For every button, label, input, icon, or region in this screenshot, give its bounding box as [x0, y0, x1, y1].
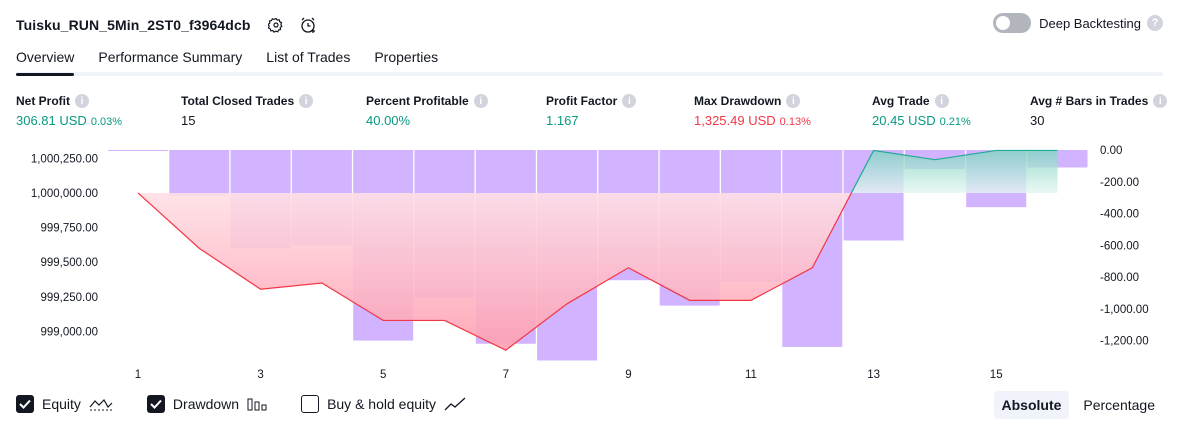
metric-label: Percent Profitable: [366, 94, 469, 108]
value-mode-switch: Absolute Percentage: [988, 391, 1164, 419]
equity-fill: [138, 150, 1058, 351]
deep-backtesting-toggle[interactable]: [993, 13, 1032, 33]
buy-hold-checkbox[interactable]: [301, 395, 320, 413]
help-icon[interactable]: ?: [1147, 15, 1163, 31]
deep-backtesting-label: Deep Backtesting: [1039, 15, 1141, 31]
equity-line: [137, 149, 1058, 351]
metric-label: Profit Factor: [546, 94, 618, 108]
absolute-button[interactable]: Absolute: [993, 391, 1070, 419]
metric-value: 1,325.49 USD: [694, 113, 776, 128]
buy-hold-label: Buy & hold equity: [327, 396, 437, 412]
info-icon[interactable]: i: [622, 94, 637, 108]
metric-value: 1.167: [546, 113, 579, 128]
buy-hold-toggle[interactable]: Buy & hold equity: [301, 395, 466, 413]
equity-chart[interactable]: 1,000,250.00 1,000,000.00 999,750.00 999,50…: [0, 140, 1179, 385]
y-left-tick-label: 1,000,000.00: [31, 188, 98, 200]
y-right-tick-label: -1,200.00: [1100, 336, 1149, 348]
x-tick-label: 9: [625, 369, 631, 381]
x-tick-label: 11: [745, 369, 757, 381]
x-tick-label: 13: [867, 369, 880, 381]
metric-percent: 0.21%: [939, 116, 971, 128]
buy-hold-line-icon: [444, 397, 466, 411]
y-right-tick-label: -400.00: [1100, 209, 1139, 221]
metric-label: Avg Trade: [872, 94, 930, 108]
metrics-row: Net Profit i 306.81 USD 0.03% Total Closed…: [16, 94, 1168, 134]
y-right-tick-label: -800.00: [1100, 272, 1139, 284]
equity-checkbox[interactable]: [16, 395, 34, 413]
metric-avg-trade: Avg Trade i 20.45 USD 0.21%: [872, 94, 971, 128]
y-left-tick-label: 999,000.00: [40, 327, 98, 339]
x-tick-label: 5: [380, 369, 386, 381]
y-right-tick-label: -600.00: [1100, 240, 1139, 252]
equity-line-icon: [89, 397, 113, 411]
equity-loss-fill: [138, 192, 852, 351]
y-left-tick-label: 1,000,250.00: [31, 153, 98, 165]
metric-label: Net Profit: [16, 94, 70, 108]
x-tick-label: 7: [503, 369, 509, 381]
equity-toggle[interactable]: Equity: [16, 395, 113, 413]
x-axis: 1 3 5 7 9 11 13 15: [135, 369, 1003, 381]
x-tick-label: 1: [135, 369, 141, 381]
deep-backtesting: Deep Backtesting ?: [993, 13, 1163, 33]
metric-percent: 0.13%: [779, 116, 811, 128]
equity-line-loss: [137, 192, 852, 351]
add-alert-icon[interactable]: [299, 16, 317, 34]
header: Tuisku_RUN_5Min_2ST0_f3964dcb: [16, 14, 317, 36]
metric-value: 40.00%: [366, 113, 411, 128]
y-axis-right: 0.00 -200.00 -400.00 -600.00 -800.00 -1,000.0…: [1100, 145, 1149, 348]
drawdown-toggle[interactable]: Drawdown: [146, 395, 267, 413]
drawdown-label: Drawdown: [172, 396, 240, 412]
y-left-tick-label: 999,500.00: [40, 257, 98, 269]
metric-percent-profitable: Percent Profitable i 40.00%: [366, 94, 488, 128]
tab-performance-summary[interactable]: Performance Summary: [98, 49, 243, 65]
info-icon[interactable]: i: [934, 94, 949, 108]
y-right-tick-label: -1,000.00: [1100, 304, 1149, 316]
equity-profit-fill: [851, 150, 1058, 193]
metric-value: 306.81 USD: [16, 113, 87, 128]
metric-total-closed-trades: Total Closed Trades i 15: [181, 94, 314, 128]
metric-value: 15: [181, 113, 196, 128]
metric-avg-bars-in-trades: Avg # Bars in Trades i 30: [1030, 94, 1168, 128]
x-tick-label: 15: [990, 369, 1003, 381]
tab-overview[interactable]: Overview: [16, 48, 75, 76]
percentage-button[interactable]: Percentage: [1083, 397, 1155, 413]
metric-max-drawdown: Max Drawdown i 1,325.49 USD 0.13%: [694, 94, 811, 128]
y-left-tick-label: 999,250.00: [40, 292, 98, 304]
metric-label: Avg # Bars in Trades: [1030, 94, 1149, 108]
metric-value: 30: [1030, 113, 1045, 128]
chart-legend: Equity Drawdown Buy & hold equity: [16, 395, 500, 413]
equity-label: Equity: [42, 396, 81, 412]
report-tabs: Overview Performance Summary List of Tra…: [16, 48, 1163, 76]
equity-line-profit: [850, 149, 1058, 194]
tab-properties[interactable]: Properties: [374, 49, 439, 65]
info-icon[interactable]: i: [1153, 94, 1168, 108]
y-right-tick-label: -200.00: [1100, 177, 1139, 189]
tab-list-of-trades[interactable]: List of Trades: [266, 49, 351, 65]
y-left-tick-label: 999,750.00: [40, 223, 98, 235]
info-icon[interactable]: i: [299, 94, 314, 108]
strategy-name: Tuisku_RUN_5Min_2ST0_f3964dcb: [16, 17, 251, 33]
metric-profit-factor: Profit Factor i 1.167: [546, 94, 637, 128]
metric-percent: 0.03%: [90, 116, 123, 128]
info-icon[interactable]: i: [473, 94, 488, 108]
metric-value: 20.45 USD: [872, 113, 936, 128]
gear-icon[interactable]: [267, 16, 285, 34]
drawdown-checkbox[interactable]: [146, 395, 165, 413]
info-icon[interactable]: i: [75, 94, 89, 108]
drawdown-bar: [169, 150, 230, 197]
metric-label: Max Drawdown: [694, 94, 782, 108]
y-axis-left: 1,000,250.00 1,000,000.00 999,750.00 999,50…: [31, 153, 98, 338]
x-tick-label: 3: [257, 369, 263, 381]
metric-label: Total Closed Trades: [181, 94, 295, 108]
info-icon[interactable]: i: [786, 94, 801, 108]
metric-net-profit: Net Profit i 306.81 USD 0.03%: [16, 94, 122, 128]
drawdown-bar: [108, 150, 168, 151]
y-right-tick-label: 0.00: [1100, 145, 1122, 157]
drawdown-bars-icon: [247, 397, 267, 411]
